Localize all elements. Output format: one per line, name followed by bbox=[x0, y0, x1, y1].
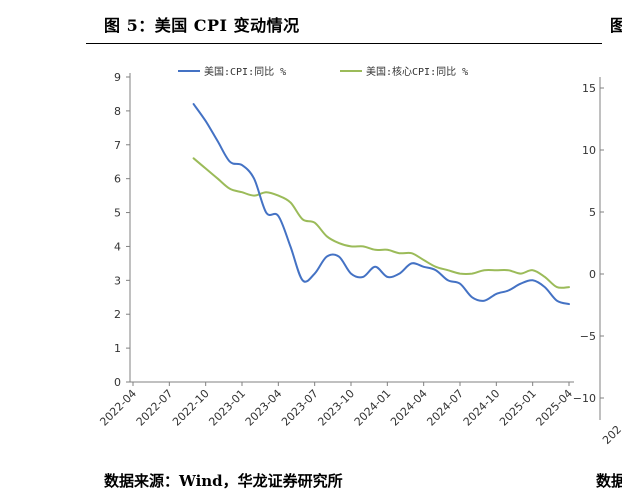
y-tick-label: 4 bbox=[114, 240, 121, 253]
next-chart-partial: 15 10 5 0 −5 −10 202 bbox=[573, 77, 622, 447]
chart-title: 图 5：美国 CPI 变动情况 bbox=[104, 16, 300, 35]
y-tick-label: 0 bbox=[114, 376, 121, 389]
next-chart-y-tick-label: 10 bbox=[582, 144, 596, 157]
y-tick-label: 9 bbox=[114, 71, 121, 84]
x-tick-label: 2023-10 bbox=[315, 387, 357, 429]
data-source: 数据来源：Wind，华龙证券研究所 bbox=[104, 472, 343, 490]
core-cpi-series-line bbox=[192, 157, 570, 289]
legend-label: 美国:CPI:同比 % bbox=[204, 65, 286, 78]
cpi-series-line bbox=[192, 103, 570, 306]
next-panel-title: 图 bbox=[610, 16, 622, 35]
y-tick-label: 6 bbox=[114, 173, 121, 186]
x-tick-label: 2022-04 bbox=[97, 387, 139, 429]
y-tick-label: 3 bbox=[114, 274, 121, 287]
x-tick-label: 2025-04 bbox=[533, 387, 575, 429]
y-tick-label: 2 bbox=[114, 308, 121, 321]
x-tick-label: 2024-10 bbox=[461, 387, 503, 429]
next-chart-y-tick-label: 0 bbox=[589, 268, 596, 281]
x-tick-label: 2022-10 bbox=[170, 387, 212, 429]
next-chart-y-tick-label: −10 bbox=[573, 392, 596, 405]
chart-axes: 01234567892022-042022-072022-102023-0120… bbox=[97, 71, 575, 429]
x-tick-label: 2024-01 bbox=[352, 387, 394, 429]
x-tick-label: 2024-04 bbox=[388, 387, 430, 429]
x-tick-label: 2023-01 bbox=[206, 387, 248, 429]
next-chart-x-tick-label: 202 bbox=[600, 423, 622, 447]
next-chart-y-tick-label: −5 bbox=[580, 330, 596, 343]
legend-label: 美国:核心CPI:同比 % bbox=[366, 65, 468, 78]
x-tick-label: 2022-07 bbox=[134, 387, 176, 429]
chart-series bbox=[192, 103, 570, 306]
x-tick-label: 2025-01 bbox=[497, 387, 539, 429]
x-tick-label: 2023-04 bbox=[243, 387, 285, 429]
next-chart-y-tick-label: 15 bbox=[582, 82, 596, 95]
next-chart-y-tick-label: 5 bbox=[589, 206, 596, 219]
header-rule bbox=[86, 43, 602, 44]
x-tick-label: 2023-07 bbox=[279, 387, 321, 429]
legend-core-cpi: 美国:核心CPI:同比 % bbox=[340, 65, 468, 78]
chart-legend: 美国:CPI:同比 % 美国:核心CPI:同比 % bbox=[178, 65, 468, 78]
x-tick-label: 2024-07 bbox=[424, 387, 466, 429]
legend-cpi: 美国:CPI:同比 % bbox=[178, 65, 286, 78]
next-panel-source: 数据 bbox=[596, 472, 622, 490]
y-tick-label: 5 bbox=[114, 207, 121, 220]
y-tick-label: 1 bbox=[114, 342, 121, 355]
y-tick-label: 8 bbox=[114, 105, 121, 118]
y-tick-label: 7 bbox=[114, 139, 121, 152]
